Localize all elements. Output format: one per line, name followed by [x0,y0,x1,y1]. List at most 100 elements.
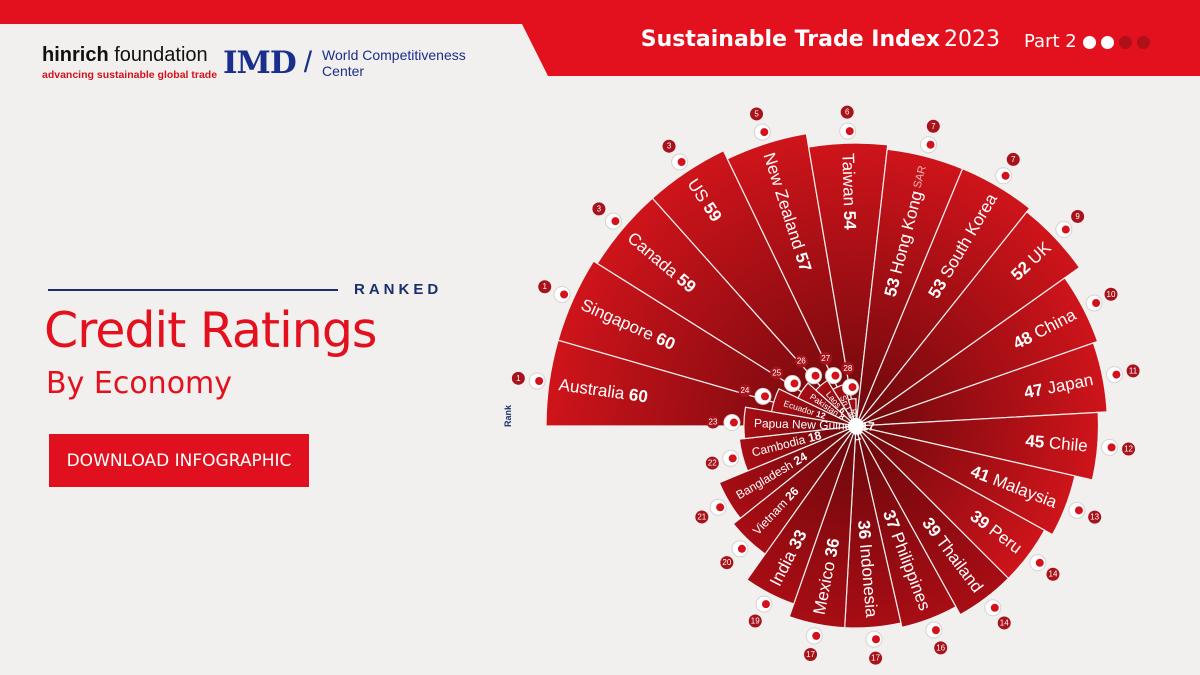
rank-badge [748,614,762,628]
rank-badge [1006,152,1020,166]
chile-flag-icon-mark [1107,443,1116,452]
bangladesh-flag-icon-mark [716,503,725,512]
south-korea-flag-icon-mark [1001,171,1010,180]
rank-number: 6 [845,108,850,117]
banner-shape [0,0,1200,76]
rank-badge [819,351,833,365]
value-label: 8 [837,411,847,422]
economy-label: Taiwan [839,153,859,206]
economy-label: Chile [1048,433,1088,455]
rank-badge [934,641,948,655]
rank-number: 23 [709,417,718,426]
header-banner [0,0,1200,76]
imd-logo[interactable]: IMD / World Competitiveness Center [223,45,466,81]
bar-russia [847,398,857,421]
rank-badge [662,139,676,153]
taiwan-flag-icon-mark [845,127,854,136]
logo-divider: / [303,46,313,79]
imd-subtitle: World Competitiveness Center [322,47,466,79]
part-dot-3[interactable] [1119,36,1132,49]
imd-subtitle-line1: World Competitiveness [322,47,466,63]
india-flag-icon-mark [761,600,770,609]
russia-flag-icon-mark [848,383,857,392]
rank-number: 17 [871,654,880,663]
rank-number: 12 [1124,444,1133,453]
sri-lanka-flag-icon-mark [831,371,840,380]
rank-number: 24 [740,386,749,395]
imd-wordmark: IMD [223,45,297,81]
ranked-label: RANKED [354,281,443,298]
hinrich-bold: hinrich [42,44,109,66]
rank-number: 14 [1000,618,1009,627]
rank-badge [1088,510,1102,524]
philippines-flag-icon-mark [931,626,940,635]
title-year: 2023 [944,27,1000,52]
rank-badge [794,354,808,368]
mexico-flag-icon-mark [812,631,821,640]
pakistan-flag-icon-mark [790,379,799,388]
us-flag-icon-mark [677,158,686,167]
part-indicator[interactable] [1083,36,1150,49]
ecuador-flag-icon-mark [761,392,770,401]
rank-number: 27 [821,354,830,363]
rank-number: 5 [754,109,759,118]
rank-badge [538,280,552,294]
download-infographic-button[interactable]: DOWNLOAD INFOGRAPHIC [49,434,309,487]
part-label: Part 2 [1024,31,1077,52]
chart-subheading: By Economy [46,366,233,401]
rank-number: 25 [772,368,781,377]
value-label: 60 [628,385,649,406]
hinrich-logo[interactable]: hinrich foundation advancing sustainable… [42,44,217,81]
ranked-rule [48,289,338,291]
value-label: 17 [861,419,875,433]
rank-badge [804,648,818,662]
value-label: 53 [880,276,903,299]
chart-hub [848,418,864,434]
rank-number: 7 [931,122,936,131]
rank-badge [770,366,784,380]
peru-flag-icon-mark [1035,558,1044,567]
value-label: 1 [853,436,864,442]
rank-badge [1122,442,1136,456]
rank-badge [926,119,940,133]
cambodia-flag-icon-mark [728,454,737,463]
part-dot-1[interactable] [1083,36,1096,49]
rank-number: 9 [1075,212,1080,221]
title-main: Sustainable Trade Index [640,27,940,52]
rank-number: 3 [667,142,672,151]
rank-number: 19 [751,617,760,626]
canada-flag-icon-mark [611,217,620,226]
rank-number: 26 [797,357,806,366]
value-label: 36 [821,536,843,558]
rank-number: 13 [1090,513,1099,522]
rank-number: 28 [843,364,852,373]
rank-number: 14 [1049,570,1058,579]
papua-new-guinea-flag-icon-mark [729,418,738,427]
value-label: 6 [837,405,848,415]
rank-badge [1104,287,1118,301]
part-dot-4[interactable] [1137,36,1150,49]
chart-heading: Credit Ratings [44,302,377,359]
rank-number: 1 [543,282,548,291]
rank-badge [706,415,720,429]
hinrich-wordmark: hinrich foundation [42,44,217,67]
value-label: 54 [840,210,860,230]
imd-subtitle-line2: Center [322,63,365,79]
rank-badge [720,556,734,570]
rank-axis-label: Rank [503,404,513,427]
australia-flag-icon-mark [535,376,544,385]
rank-number: 11 [1129,366,1138,375]
rank-badge [841,361,855,375]
rank-number: 20 [722,558,731,567]
rank-badge [840,105,854,119]
uk-flag-icon-mark [1061,225,1070,234]
part-dot-2[interactable] [1101,36,1114,49]
value-label: 57 [792,250,816,274]
page-title: Sustainable Trade Index 2023 [641,27,1000,52]
value-label: 18 [806,428,823,445]
value-label: 47 [1022,380,1044,402]
china-flag-icon-mark [1092,298,1101,307]
rank-badge [705,456,719,470]
rank-badge [869,651,883,665]
